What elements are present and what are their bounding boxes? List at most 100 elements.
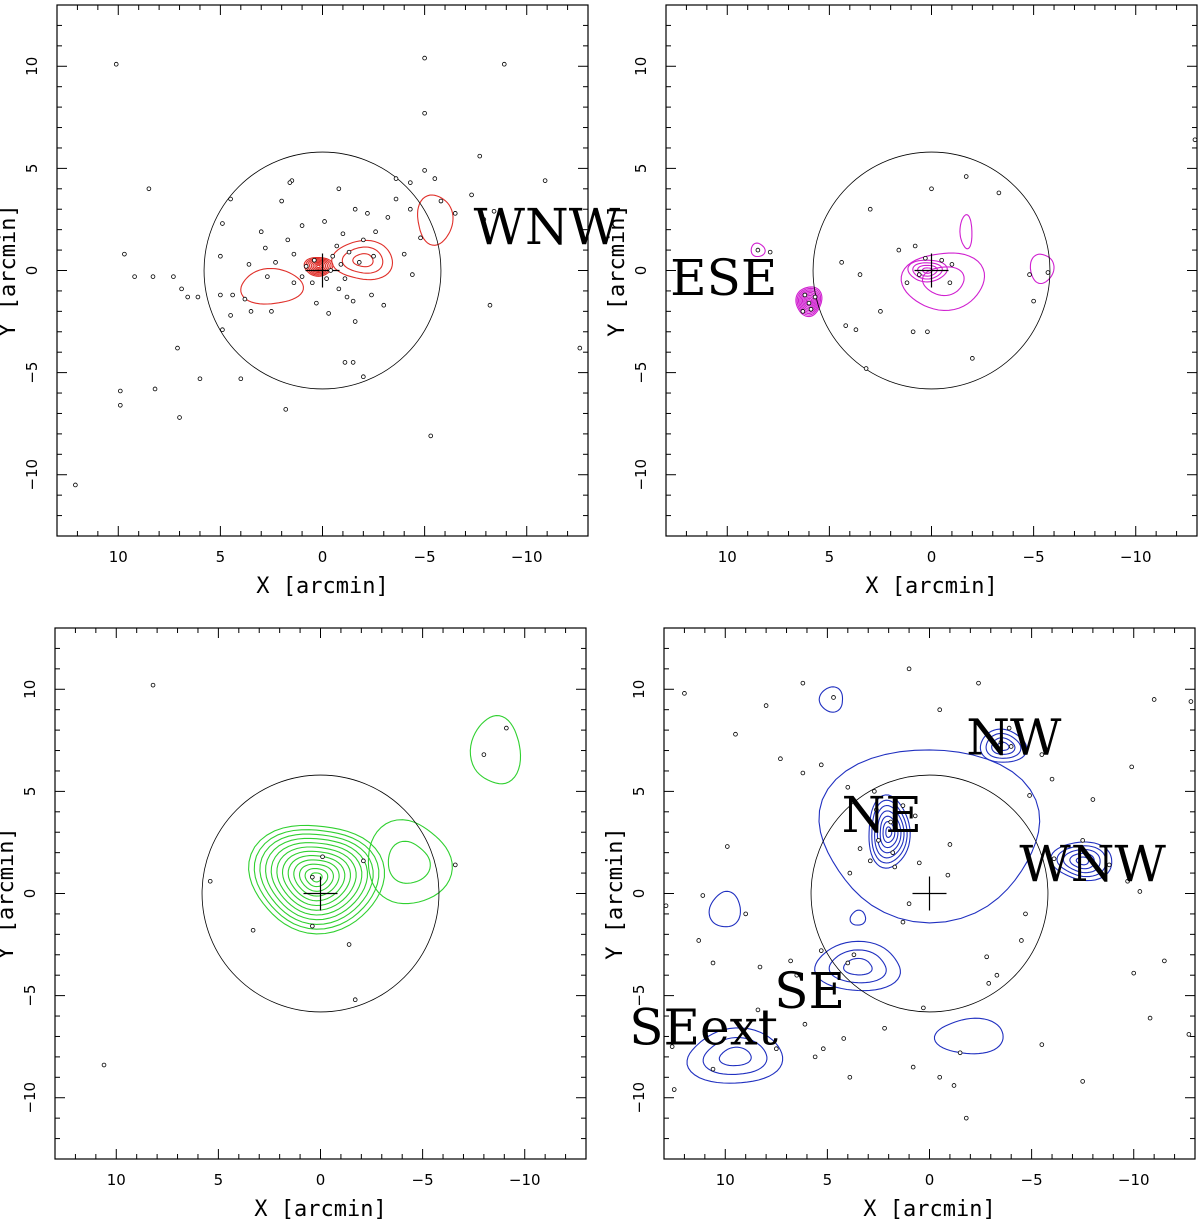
galaxy-point	[146, 186, 152, 192]
galaxy-point	[408, 206, 413, 212]
galaxy-point	[179, 286, 184, 292]
panel-top-right: 10 5 0 −5 −10 −10 −5 0 5 10 X [arcmin] Y [arcmin] ES…	[605, 4, 1198, 599]
galaxy-point	[878, 309, 883, 314]
galaxy-point	[812, 294, 818, 300]
galaxy-point	[806, 300, 812, 306]
galaxy-point	[340, 231, 346, 237]
galaxy-point	[741, 1030, 746, 1035]
y-tick-label: 5	[630, 787, 648, 797]
galaxy-point	[230, 292, 235, 298]
y-tick-label: 0	[21, 889, 39, 899]
galaxy-point	[336, 186, 342, 192]
galaxy-point	[818, 762, 824, 768]
galaxy-point	[452, 211, 458, 216]
galaxy-point	[373, 229, 378, 234]
x-tick-label: 0	[925, 1171, 935, 1189]
reference-circle	[812, 151, 1051, 390]
contour-line	[718, 1046, 752, 1067]
contour-line	[265, 837, 368, 921]
contour-line	[799, 290, 819, 313]
galaxy-point	[218, 253, 223, 259]
galaxy-point	[150, 274, 156, 279]
galaxy-point	[299, 274, 305, 279]
contour-line	[871, 799, 908, 864]
x-tick-label: 5	[214, 1171, 224, 1189]
galaxy-point	[808, 307, 814, 312]
galaxy-point	[238, 376, 244, 382]
galaxy-point	[774, 1046, 779, 1052]
galaxy-point	[342, 276, 348, 281]
region-label: NW	[966, 709, 1062, 767]
galaxy-point	[326, 311, 331, 316]
y-axis-label: Y [arcmin]	[603, 827, 628, 959]
contour-line	[985, 732, 1022, 759]
galaxy-point	[487, 302, 493, 308]
contour-line	[315, 264, 321, 269]
contour-line	[287, 855, 346, 902]
galaxy-point	[696, 938, 702, 943]
galaxy-point	[171, 274, 176, 279]
y-tick-label: 0	[632, 266, 650, 276]
galaxy-point	[890, 850, 896, 855]
galaxy-point	[1192, 137, 1197, 143]
x-tick-label: −10	[1120, 548, 1152, 566]
galaxy-point	[1186, 1032, 1192, 1037]
galaxy-point	[1023, 911, 1028, 917]
galaxy-point	[1027, 272, 1032, 277]
galaxy-point	[452, 862, 458, 868]
y-axis-label: Y [arcmin]	[0, 204, 21, 336]
galaxy-point	[113, 61, 119, 67]
galaxy-point	[1039, 1042, 1045, 1047]
contour-line	[907, 259, 948, 283]
galaxy-point	[1031, 298, 1036, 304]
galaxy-point	[896, 247, 902, 253]
galaxy-point	[843, 323, 849, 328]
galaxy-point	[258, 229, 264, 234]
contour-line	[991, 737, 1016, 755]
galaxy-point	[118, 388, 123, 394]
y-tick-label: −5	[632, 362, 650, 384]
contour-line	[885, 826, 893, 838]
galaxy-point	[310, 923, 315, 929]
galaxy-point	[725, 844, 730, 849]
region-label: NE	[842, 786, 922, 844]
y-tick-label: −5	[630, 985, 648, 1007]
y-tick-label: −10	[21, 1082, 39, 1114]
galaxy-point	[320, 854, 325, 860]
x-tick-label: 10	[107, 1171, 126, 1189]
galaxy-point	[700, 893, 706, 898]
contour-line	[417, 194, 454, 246]
galaxy-point	[438, 198, 444, 204]
contour-line	[849, 909, 867, 926]
galaxy-point	[851, 952, 857, 958]
region-label: ESE	[670, 249, 777, 307]
galaxy-point	[802, 1021, 808, 1027]
contour-line	[248, 824, 385, 935]
contour-line	[276, 846, 357, 911]
galaxy-point	[802, 292, 808, 298]
galaxy-point	[947, 842, 953, 847]
galaxy-point	[263, 245, 268, 251]
galaxy-point	[220, 327, 225, 333]
y-axis-label: Y [arcmin]	[605, 204, 630, 336]
contour-line	[708, 890, 741, 928]
region-label: WNW	[1019, 835, 1166, 893]
galaxy-point	[401, 251, 407, 257]
galaxy-point	[361, 237, 366, 243]
galaxy-point	[265, 274, 270, 279]
galaxy-point	[900, 919, 906, 925]
galaxy-point	[757, 964, 763, 970]
galaxy-point	[1188, 699, 1194, 704]
x-axis-label: X [arcmin]	[863, 1197, 995, 1222]
galaxy-point	[998, 740, 1004, 745]
y-tick-label: 10	[23, 57, 41, 76]
galaxy-point	[872, 789, 877, 794]
galaxy-point	[1090, 797, 1096, 802]
galaxy-point	[845, 784, 851, 790]
x-tick-label: 0	[316, 1171, 326, 1189]
y-tick-label: 10	[630, 680, 648, 699]
galaxy-point	[361, 374, 366, 380]
contour-line	[702, 1037, 768, 1075]
contour-line	[1069, 852, 1095, 870]
galaxy-point	[428, 433, 434, 439]
